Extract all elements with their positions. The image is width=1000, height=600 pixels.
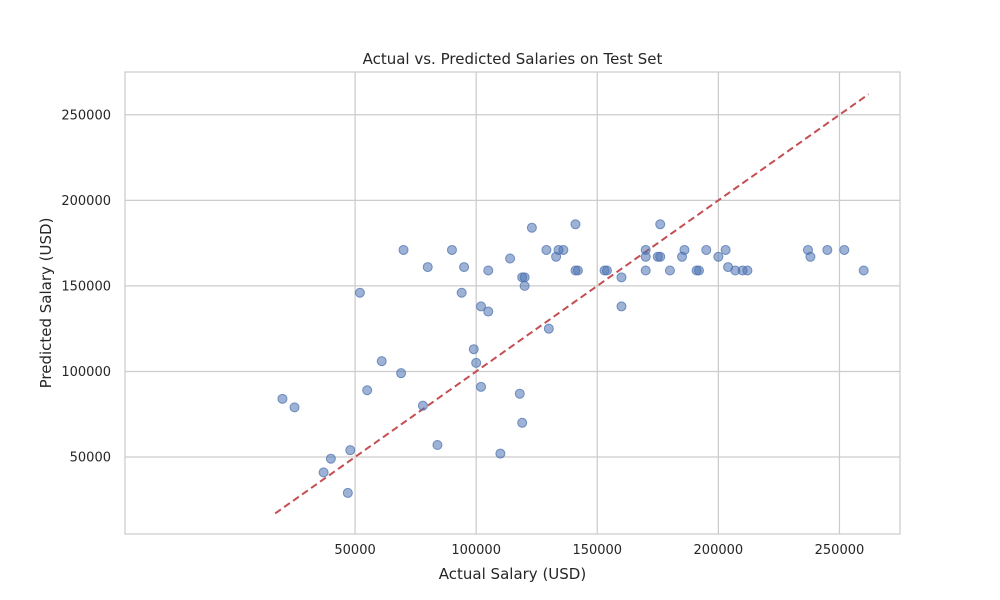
data-point	[476, 381, 487, 392]
data-point	[664, 265, 675, 276]
data-point	[476, 301, 487, 312]
data-point	[805, 251, 816, 262]
grid	[125, 72, 900, 534]
data-point	[459, 262, 470, 273]
data-point	[376, 356, 387, 367]
data-point	[446, 244, 457, 255]
points-layer	[277, 219, 869, 498]
data-point	[640, 265, 651, 276]
x-tick-label: 150000	[572, 543, 622, 558]
x-tick-label: 50000	[334, 543, 375, 558]
data-point	[495, 448, 506, 459]
data-point	[655, 251, 666, 262]
data-point	[572, 265, 583, 276]
data-point	[396, 368, 407, 379]
data-point	[519, 272, 530, 283]
y-tick-label: 50000	[70, 451, 111, 466]
data-point	[517, 417, 528, 428]
data-point	[693, 265, 704, 276]
x-tick-label: 100000	[451, 543, 501, 558]
data-point	[471, 357, 482, 368]
data-point	[325, 453, 336, 464]
data-point	[342, 487, 353, 498]
y-tick-label: 150000	[61, 279, 111, 294]
data-point	[616, 301, 627, 312]
data-point	[713, 251, 724, 262]
data-point	[543, 323, 554, 334]
data-point	[526, 222, 537, 233]
data-point	[601, 265, 612, 276]
data-point	[483, 265, 494, 276]
data-point	[742, 265, 753, 276]
data-point	[354, 287, 365, 298]
reference-line-layer	[274, 93, 870, 515]
data-point	[519, 280, 530, 291]
data-point	[858, 265, 869, 276]
chart-title: Actual vs. Predicted Salaries on Test Se…	[363, 50, 663, 68]
data-point	[701, 244, 712, 255]
data-point	[839, 244, 850, 255]
y-tick-labels: 50000 100000 150000 200000 250000	[61, 108, 111, 465]
y-axis-label: Predicted Salary (USD)	[37, 218, 55, 389]
y-tick-label: 100000	[61, 365, 111, 380]
data-point	[318, 467, 329, 478]
x-tick-label: 200000	[694, 543, 744, 558]
data-point	[570, 219, 581, 230]
data-point	[417, 400, 428, 411]
data-point	[541, 244, 552, 255]
data-point	[679, 244, 690, 255]
data-point	[822, 244, 833, 255]
data-point	[432, 440, 443, 451]
data-point	[616, 272, 627, 283]
data-point	[362, 385, 373, 396]
data-point	[422, 262, 433, 273]
x-tick-labels: 50000 100000 150000 200000 250000	[334, 543, 864, 558]
data-point	[468, 344, 479, 355]
data-point	[277, 393, 288, 404]
data-point	[640, 251, 651, 262]
plot-frame	[124, 71, 901, 535]
y-tick-label: 250000	[61, 108, 111, 123]
data-point	[505, 253, 516, 264]
data-point	[398, 244, 409, 255]
x-axis-label: Actual Salary (USD)	[439, 565, 586, 583]
data-point	[345, 445, 356, 456]
data-point	[558, 244, 569, 255]
data-point	[483, 306, 494, 317]
data-point	[289, 402, 300, 413]
x-tick-label: 250000	[815, 543, 865, 558]
data-point	[720, 244, 731, 255]
data-point	[514, 388, 525, 399]
data-point	[655, 219, 666, 230]
data-point	[456, 287, 467, 298]
y-tick-label: 200000	[61, 194, 111, 209]
reference-line	[274, 93, 870, 515]
